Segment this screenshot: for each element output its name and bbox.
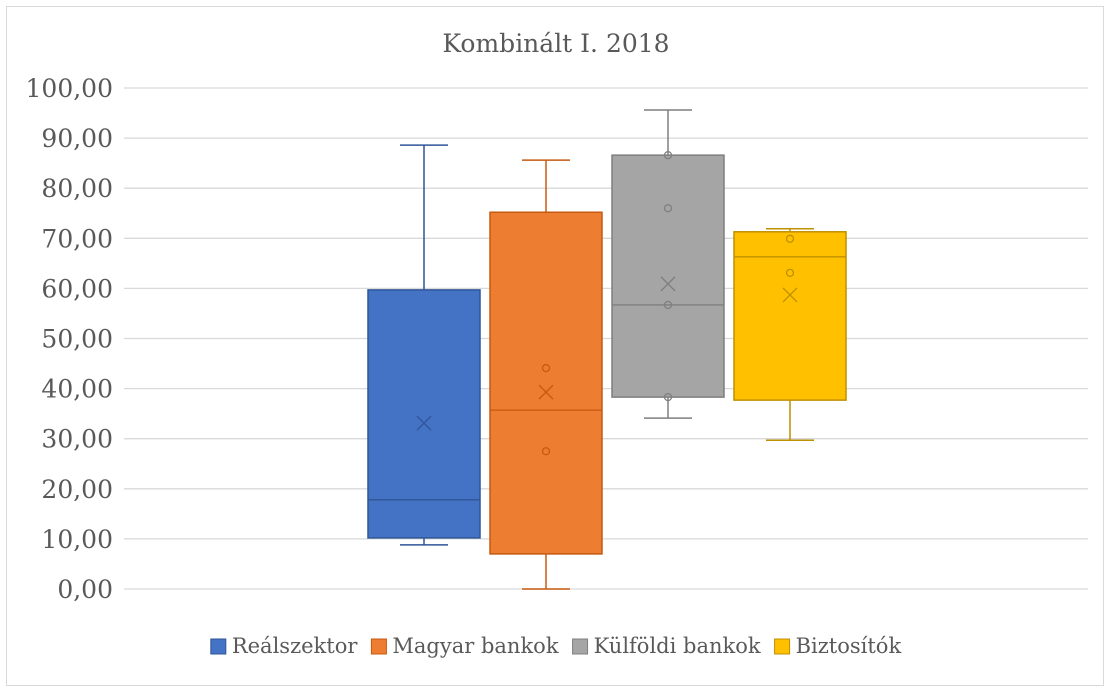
chart-title: Kombinált I. 2018	[442, 29, 669, 58]
data-point	[541, 447, 551, 456]
legend-item: Biztosítók	[774, 634, 902, 658]
legend-label: Reálszektor	[232, 634, 359, 658]
legend-swatch	[370, 638, 387, 655]
legend-item: Reálszektor	[210, 634, 359, 658]
y-tick-label: 40,00	[41, 375, 113, 404]
box-magyar-bankok	[489, 159, 603, 590]
y-tick-label: 10,00	[41, 525, 113, 554]
data-point	[541, 363, 551, 373]
y-tick-label: 80,00	[41, 174, 113, 203]
mean-marker	[538, 384, 554, 400]
y-tick-label: 0,00	[57, 575, 113, 604]
legend-label: Magyar bankok	[392, 634, 558, 658]
data-point	[663, 150, 673, 160]
box-biztosítók	[733, 228, 847, 441]
mean-marker	[782, 287, 798, 303]
legend-item: Külföldi bankok	[572, 634, 761, 658]
box-iqr	[367, 289, 481, 539]
y-tick-label: 90,00	[41, 124, 113, 153]
box-iqr	[489, 211, 603, 555]
data-point	[663, 392, 673, 402]
box-külföldi-bankok	[611, 109, 725, 419]
legend-swatch	[210, 638, 227, 655]
mean-marker	[416, 415, 432, 431]
y-tick-label: 50,00	[41, 325, 113, 354]
legend-swatch	[774, 638, 791, 655]
y-tick-label: 100,00	[26, 74, 113, 103]
y-tick-label: 30,00	[41, 425, 113, 454]
y-tick-label: 20,00	[41, 475, 113, 504]
data-point	[785, 268, 795, 278]
data-point	[785, 234, 795, 243]
box-iqr	[733, 231, 847, 401]
y-tick-label: 60,00	[41, 274, 113, 303]
box-reálszektor	[367, 144, 481, 546]
box-iqr	[611, 154, 725, 398]
legend-swatch	[572, 638, 589, 655]
legend-item: Magyar bankok	[370, 634, 559, 658]
y-tick-label: 70,00	[41, 224, 113, 253]
legend-label: Biztosítók	[796, 634, 902, 658]
data-point	[663, 204, 673, 213]
legend-label: Külföldi bankok	[594, 634, 761, 658]
mean-marker	[660, 276, 676, 292]
data-point	[663, 300, 673, 310]
